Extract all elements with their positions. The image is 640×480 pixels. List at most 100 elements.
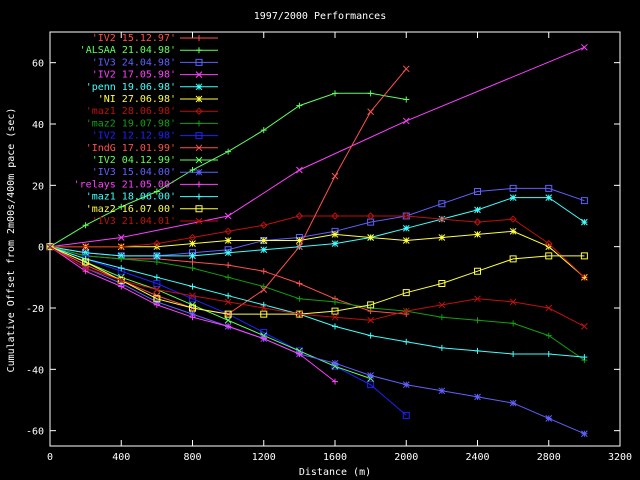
data-point [474, 187, 481, 195]
data-point [260, 268, 267, 275]
data-point [367, 301, 375, 309]
data-point [545, 184, 553, 192]
data-point [260, 335, 267, 342]
data-point [581, 43, 588, 51]
data-point [402, 212, 410, 220]
legend-entry: 'NI 27.06.98' [98, 94, 218, 105]
legend-label: 'IV2 15.12.97' [92, 33, 176, 44]
data-point [331, 359, 339, 367]
series-line [49, 46, 585, 248]
data-point [474, 206, 481, 214]
data-point [153, 274, 160, 281]
data-point [367, 332, 374, 339]
data-point [260, 310, 268, 318]
y-tick-label: -60 [26, 427, 44, 438]
data-point [438, 387, 446, 395]
legend-label: 'IV2 12.12.98' [92, 131, 176, 142]
data-point [195, 132, 203, 140]
data-point [438, 234, 446, 241]
data-point [580, 252, 588, 260]
data-point [438, 279, 446, 287]
legend-label: 'NI 27.06.98' [98, 94, 176, 105]
data-point [153, 252, 161, 260]
data-point [195, 156, 203, 164]
data-point [367, 316, 374, 324]
data-point [225, 292, 232, 299]
data-point [367, 372, 374, 379]
legend-entry: 'IV2 04.12.99' [92, 155, 218, 166]
legend-entry: 'IV3 21.04.01' [92, 216, 218, 227]
data-point [260, 304, 268, 312]
data-point [510, 351, 517, 357]
data-point [332, 323, 338, 330]
data-point [367, 90, 374, 97]
x-tick-label: 2800 [537, 452, 561, 463]
data-point [189, 314, 196, 321]
data-point [224, 249, 232, 257]
legend-label: 'IV3 15.04.00' [92, 167, 176, 178]
series-15 [46, 243, 588, 318]
data-point [296, 351, 303, 357]
data-point [195, 83, 203, 91]
data-point [509, 184, 517, 192]
chart-title: 1997/2000 Performances [254, 11, 386, 22]
series-2 [47, 90, 410, 250]
legend-entry: 'IndG 17.01.99' [86, 143, 218, 154]
data-point [331, 172, 339, 180]
data-point [332, 90, 338, 97]
axis-ticks: 0 400 800 1200 1600 2000 2400 2800 3200-60-40-20… [26, 32, 632, 463]
legend-entry: 'maz2 19.07.98' [86, 118, 218, 129]
data-point [402, 411, 410, 419]
data-point [82, 264, 89, 272]
data-point [196, 35, 202, 41]
data-point [153, 259, 160, 265]
data-point [196, 181, 202, 188]
data-point [225, 148, 232, 155]
data-point [367, 381, 375, 389]
data-point [474, 295, 481, 303]
data-point [474, 267, 481, 275]
data-point [196, 47, 202, 54]
data-point [195, 168, 203, 176]
data-point [260, 221, 268, 229]
data-point [367, 218, 375, 226]
data-point [580, 273, 589, 282]
data-point [260, 286, 268, 293]
data-point [545, 194, 553, 201]
legend-entry: 'penn 19.06.98' [86, 82, 218, 93]
series-16 [46, 243, 588, 330]
legend-label: 'maz1 28.06.98' [86, 106, 176, 117]
data-point [296, 166, 303, 174]
series-line [49, 197, 585, 257]
series-line [49, 246, 585, 327]
data-point [509, 255, 517, 263]
data-point [438, 344, 445, 351]
data-point [118, 203, 125, 210]
data-point [195, 71, 203, 78]
series-line [49, 246, 585, 435]
data-point [581, 354, 588, 361]
data-point [189, 283, 196, 290]
x-tick-label: 1200 [252, 452, 276, 463]
data-point [331, 307, 339, 315]
data-point [402, 381, 410, 389]
legend-entry: 'maz1 18.06.00' [86, 192, 218, 203]
x-tick-label: 400 [112, 452, 130, 463]
data-point [296, 310, 303, 318]
data-point [545, 252, 553, 260]
data-point [295, 212, 304, 220]
data-point [117, 242, 125, 251]
data-point [153, 286, 161, 293]
data-point [402, 289, 410, 297]
data-point [189, 240, 196, 247]
legend-entry: 'maz2 16.07.00' [86, 204, 218, 215]
data-point [189, 310, 196, 318]
x-tick-label: 0 [47, 452, 53, 463]
data-point [296, 237, 303, 244]
x-tick-label: 3200 [608, 452, 632, 463]
data-point [189, 252, 196, 260]
series-line [49, 246, 585, 315]
data-point [153, 301, 160, 308]
data-point [225, 323, 232, 330]
